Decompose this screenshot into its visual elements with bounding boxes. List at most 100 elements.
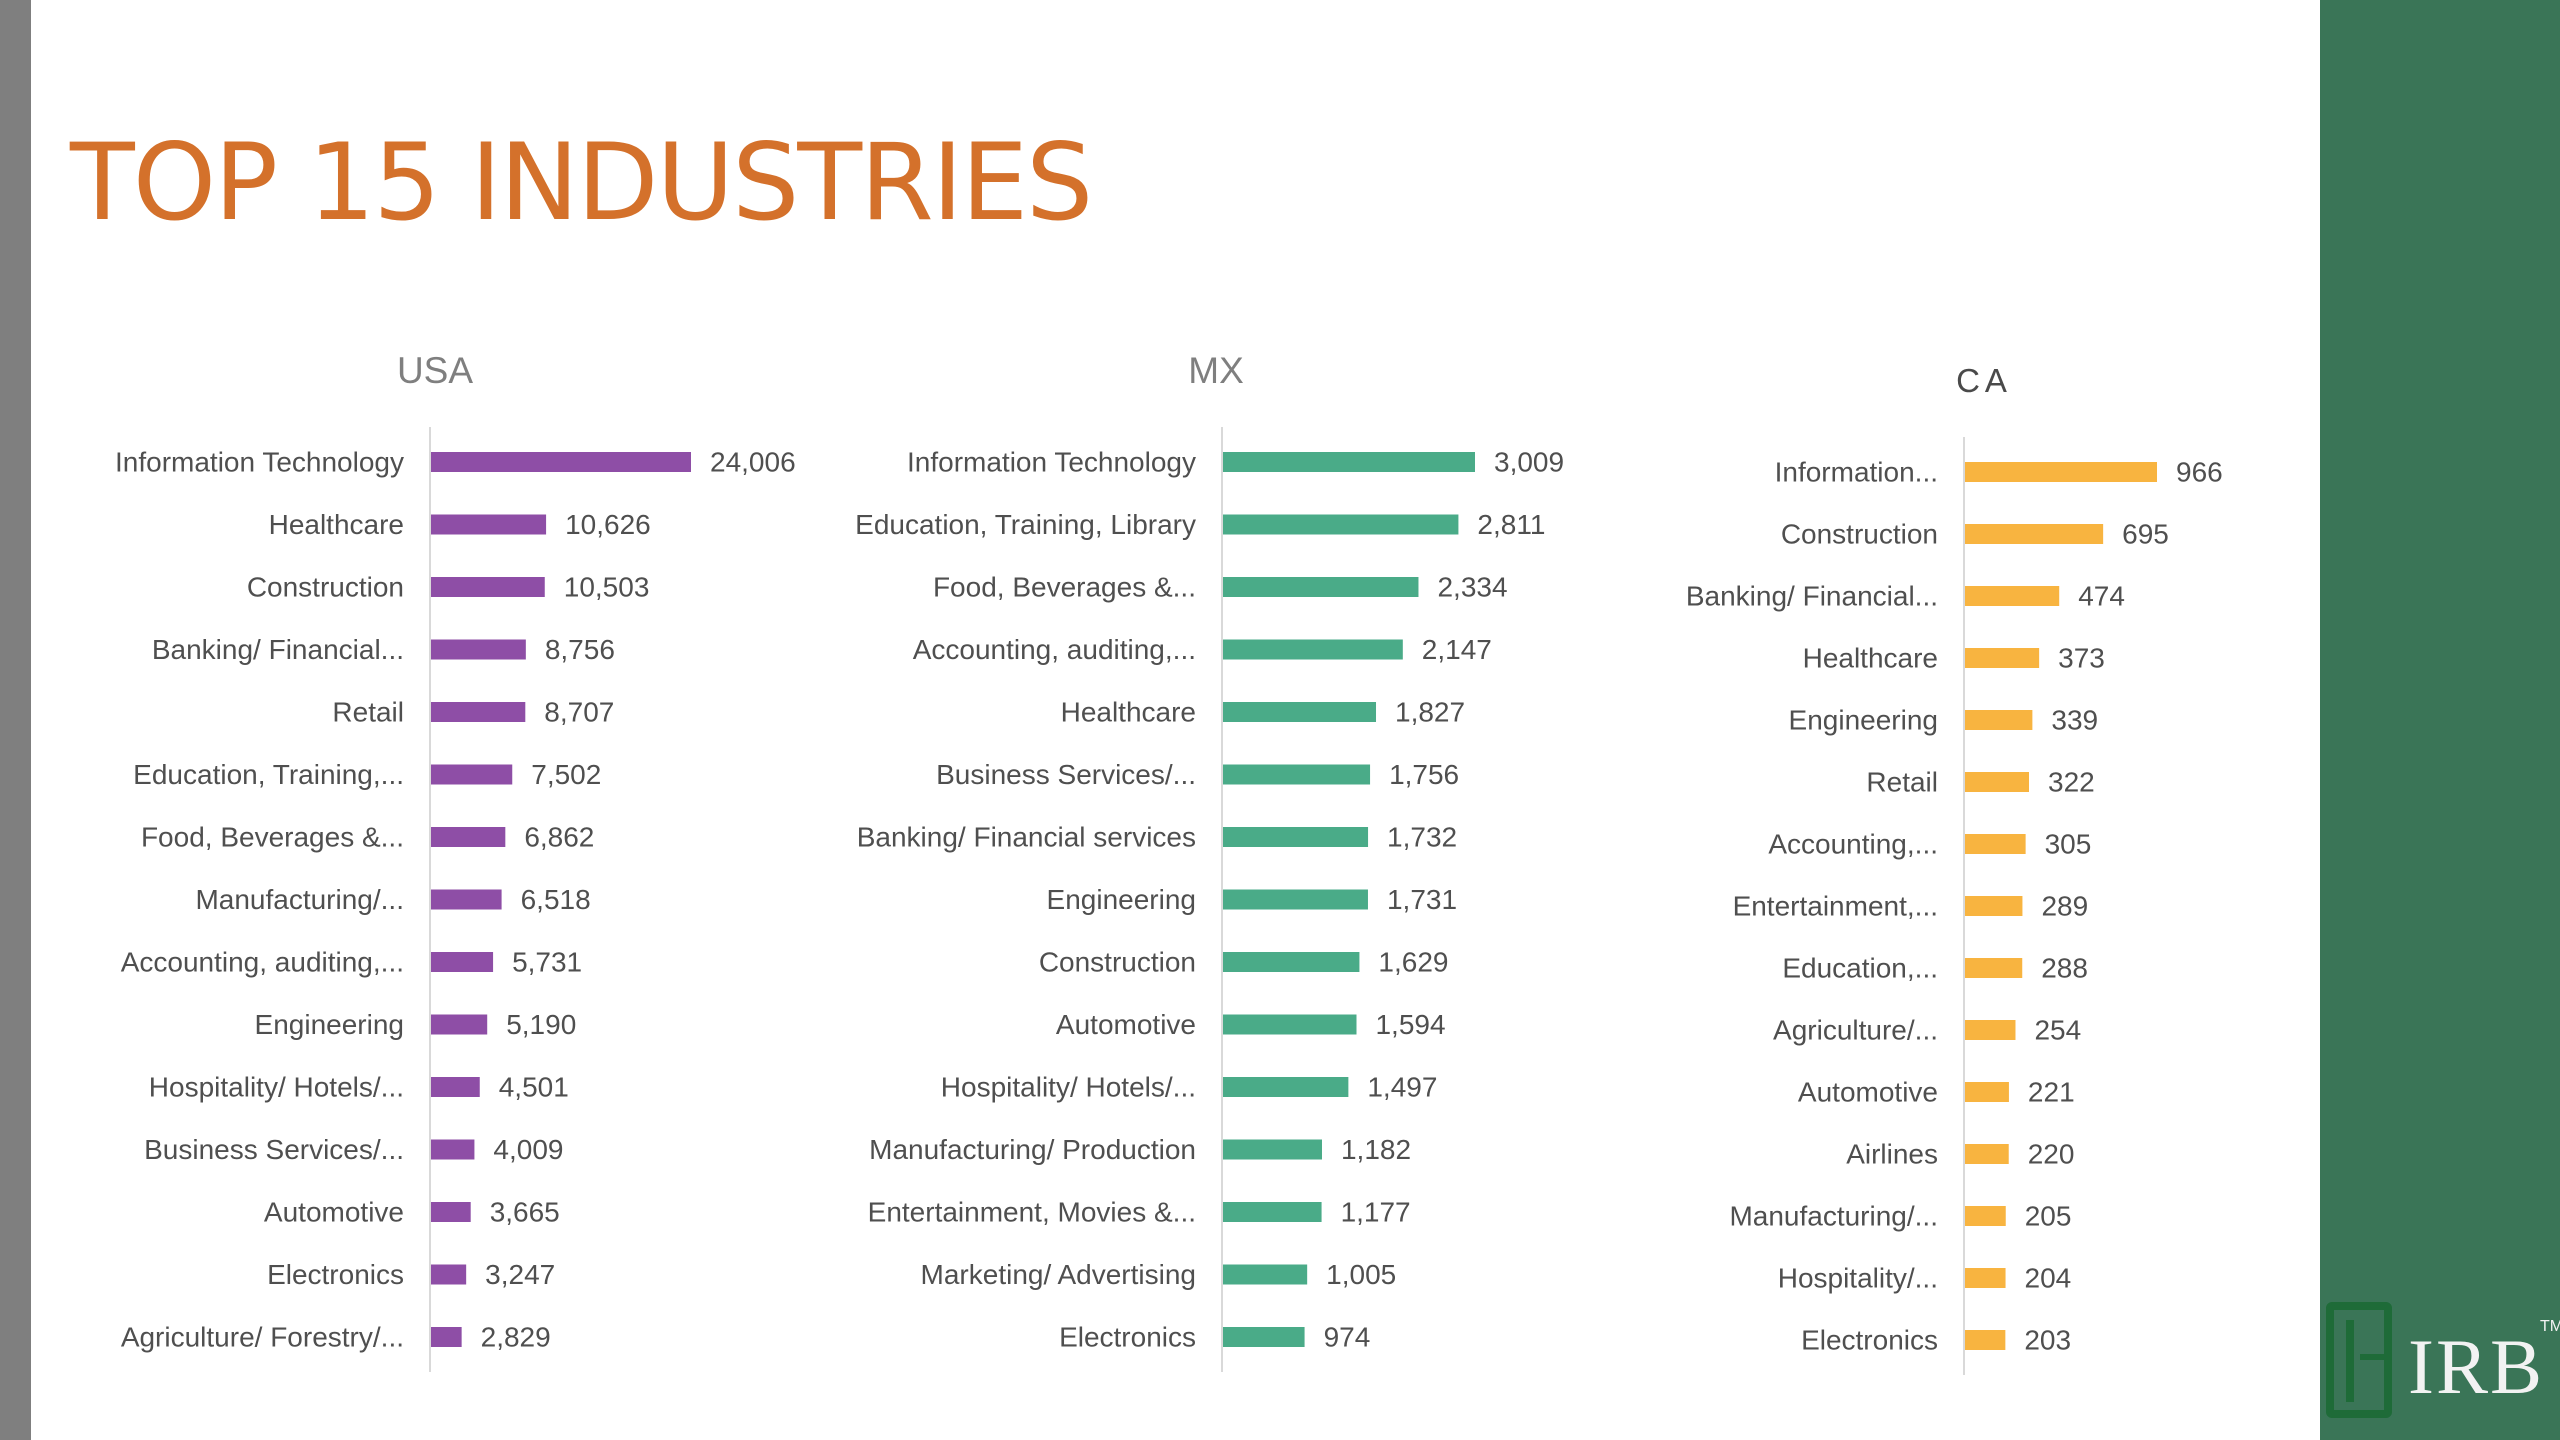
chart-mx: MX Information Technology 3,009 Education,… xyxy=(830,350,1590,1380)
bar xyxy=(1223,952,1360,972)
category-label: Healthcare xyxy=(269,509,404,540)
category-label: Construction xyxy=(1781,519,1938,550)
value-label: 1,594 xyxy=(1375,1009,1445,1040)
value-label: 5,731 xyxy=(512,947,582,978)
category-label: Hospitality/... xyxy=(1778,1263,1938,1294)
bar xyxy=(1965,1268,2006,1288)
bar xyxy=(1223,577,1419,597)
category-label: Food, Beverages &... xyxy=(933,572,1196,603)
value-label: 254 xyxy=(2034,1015,2081,1046)
category-label: Information Technology xyxy=(907,447,1196,478)
bar xyxy=(1965,896,2023,916)
bar xyxy=(431,1139,475,1160)
value-label: 373 xyxy=(2058,643,2105,674)
value-label: 474 xyxy=(2078,581,2125,612)
bar xyxy=(1965,1144,2009,1164)
category-label: Airlines xyxy=(1846,1139,1938,1170)
bar xyxy=(1965,462,2157,482)
value-label: 339 xyxy=(2051,705,2098,736)
value-label: 974 xyxy=(1324,1322,1371,1353)
category-label: Education,... xyxy=(1782,953,1938,984)
value-label: 5,190 xyxy=(506,1009,576,1040)
bar xyxy=(431,1077,480,1097)
category-label: Accounting,... xyxy=(1768,829,1938,860)
category-label: Healthcare xyxy=(1061,697,1196,728)
bar xyxy=(431,514,547,535)
bar xyxy=(1223,1014,1357,1035)
value-label: 322 xyxy=(2048,767,2095,798)
bar xyxy=(431,764,513,785)
category-label: Manufacturing/... xyxy=(195,884,404,915)
bar xyxy=(431,702,526,722)
value-label: 2,829 xyxy=(481,1322,551,1353)
value-label: 695 xyxy=(2122,519,2169,550)
category-label: Agriculture/... xyxy=(1773,1015,1938,1046)
trademark-symbol: TM xyxy=(2540,1318,2560,1335)
value-label: 1,629 xyxy=(1378,947,1448,978)
chart-ca-plot: Information... 966 Construction 695 Banking/… xyxy=(1686,437,2223,1375)
bar xyxy=(1223,1202,1322,1222)
value-label: 6,518 xyxy=(521,884,591,915)
category-label: Hospitality/ Hotels/... xyxy=(149,1072,404,1103)
value-label: 2,147 xyxy=(1422,634,1492,665)
category-label: Engineering xyxy=(255,1009,404,1040)
category-label: Automotive xyxy=(264,1197,404,1228)
bar xyxy=(431,827,506,847)
value-label: 220 xyxy=(2028,1139,2075,1170)
value-label: 1,182 xyxy=(1341,1134,1411,1165)
category-label: Electronics xyxy=(1059,1322,1196,1353)
value-label: 1,177 xyxy=(1341,1197,1411,1228)
value-label: 4,501 xyxy=(499,1072,569,1103)
bar xyxy=(1965,1082,2009,1102)
category-label: Food, Beverages &... xyxy=(141,822,404,853)
bar xyxy=(1223,764,1371,785)
category-label: Engineering xyxy=(1047,884,1196,915)
chart-usa: USA Information Technology 24,006 Healthca… xyxy=(70,350,810,1380)
irb-logo-text: IRB xyxy=(2408,1323,2545,1410)
value-label: 1,827 xyxy=(1395,697,1465,728)
value-label: 8,707 xyxy=(544,697,614,728)
value-label: 1,756 xyxy=(1389,759,1459,790)
category-label: Information Technology xyxy=(115,447,404,478)
bar xyxy=(431,452,691,472)
irb-logo: IRB TM xyxy=(2322,1300,2560,1440)
category-label: Construction xyxy=(1039,947,1196,978)
bar xyxy=(1965,648,2040,668)
value-label: 4,009 xyxy=(493,1134,563,1165)
value-label: 203 xyxy=(2024,1325,2071,1356)
value-label: 10,503 xyxy=(564,572,650,603)
value-label: 24,006 xyxy=(710,447,796,478)
value-label: 305 xyxy=(2045,829,2092,860)
category-label: Construction xyxy=(247,572,404,603)
category-label: Manufacturing/ Production xyxy=(869,1134,1196,1165)
value-label: 205 xyxy=(2025,1201,2072,1232)
value-label: 204 xyxy=(2025,1263,2072,1294)
value-label: 1,005 xyxy=(1326,1259,1396,1290)
chart-title-ca: CA xyxy=(1956,362,2012,399)
bar xyxy=(431,952,494,972)
value-label: 3,009 xyxy=(1494,447,1564,478)
bar xyxy=(1223,1139,1322,1160)
bar xyxy=(1965,772,2029,792)
bar xyxy=(431,1327,462,1347)
bar xyxy=(1223,1264,1308,1285)
bar xyxy=(1223,827,1369,847)
bar xyxy=(431,577,545,597)
bar xyxy=(431,889,502,910)
irb-logo-mark xyxy=(2326,1302,2392,1418)
value-label: 3,665 xyxy=(490,1197,560,1228)
bar xyxy=(1965,1020,2016,1040)
chart-mx-plot: Information Technology 3,009 Education, Tr… xyxy=(855,427,1564,1372)
bar xyxy=(1965,958,2023,978)
category-label: Education, Training,... xyxy=(133,759,404,790)
category-label: Business Services/... xyxy=(936,759,1196,790)
bar xyxy=(1223,514,1459,535)
category-label: Retail xyxy=(1866,767,1938,798)
category-label: Accounting, auditing,... xyxy=(913,634,1196,665)
chart-usa-plot: Information Technology 24,006 Healthcare 10… xyxy=(115,427,796,1372)
value-label: 8,756 xyxy=(545,634,615,665)
side-panel xyxy=(2320,0,2560,1440)
value-label: 289 xyxy=(2041,891,2088,922)
category-label: Education, Training, Library xyxy=(855,509,1196,540)
bar xyxy=(1223,639,1403,660)
